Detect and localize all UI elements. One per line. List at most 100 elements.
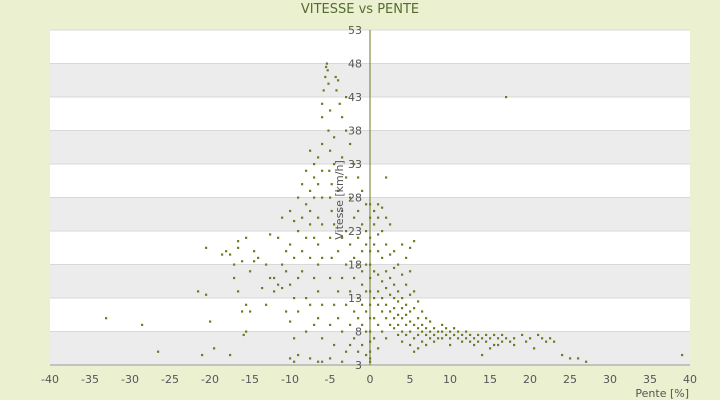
data-point xyxy=(337,317,340,320)
data-point xyxy=(397,263,400,266)
data-point xyxy=(405,303,408,306)
data-point xyxy=(301,250,304,253)
data-point xyxy=(369,357,372,360)
data-point xyxy=(293,256,296,259)
data-point xyxy=(477,340,480,343)
data-point xyxy=(365,290,368,293)
data-point xyxy=(330,183,333,186)
data-point xyxy=(429,320,432,323)
y-tick-label: 18 xyxy=(348,259,362,272)
data-point xyxy=(385,270,388,273)
data-point xyxy=(257,256,260,259)
y-tick-label: 48 xyxy=(348,58,362,71)
data-point xyxy=(393,327,396,330)
data-point xyxy=(365,263,368,266)
data-point xyxy=(328,169,331,172)
data-point xyxy=(373,270,376,273)
data-point xyxy=(349,290,352,293)
data-point xyxy=(333,343,336,347)
x-tick-label: 20 xyxy=(523,373,537,386)
data-point xyxy=(389,276,392,280)
data-point xyxy=(513,337,516,340)
data-point xyxy=(237,290,240,293)
data-point xyxy=(329,236,332,239)
data-point xyxy=(329,149,332,152)
data-point xyxy=(393,266,396,270)
data-point xyxy=(357,236,360,239)
data-point xyxy=(341,330,344,333)
data-point xyxy=(365,310,368,313)
data-point xyxy=(453,327,456,330)
data-point xyxy=(221,253,224,256)
data-point xyxy=(481,337,484,340)
data-point xyxy=(409,293,412,296)
data-point xyxy=(317,216,320,219)
data-point xyxy=(453,333,456,337)
data-point xyxy=(313,276,316,280)
data-point xyxy=(357,209,360,213)
data-point xyxy=(297,196,300,199)
x-tick-label: 15 xyxy=(483,373,497,386)
data-point xyxy=(369,263,372,266)
data-point xyxy=(505,96,508,99)
x-tick-label: -20 xyxy=(201,373,219,386)
data-point xyxy=(261,286,264,290)
data-point xyxy=(325,62,328,65)
data-point xyxy=(321,116,324,119)
x-tick-label: 40 xyxy=(683,373,697,386)
y-tick-label: 13 xyxy=(348,292,362,305)
data-point xyxy=(289,209,292,213)
data-point xyxy=(305,297,308,300)
data-point xyxy=(409,330,412,333)
data-point xyxy=(321,196,324,199)
data-point xyxy=(361,283,364,286)
data-point xyxy=(237,240,240,243)
data-point xyxy=(285,250,288,253)
data-point xyxy=(233,263,236,266)
data-point xyxy=(233,276,236,280)
data-point xyxy=(405,256,408,259)
data-point xyxy=(357,297,360,300)
data-point xyxy=(301,270,304,273)
x-tick-label: 35 xyxy=(643,373,657,386)
data-point xyxy=(321,142,324,146)
x-tick-label: -5 xyxy=(325,373,336,386)
data-point xyxy=(357,317,360,320)
data-point xyxy=(481,353,484,357)
data-point xyxy=(433,327,436,330)
data-point xyxy=(353,310,356,313)
data-point xyxy=(437,337,440,340)
data-point xyxy=(241,260,244,263)
data-point xyxy=(297,353,300,357)
data-point xyxy=(385,317,388,320)
data-point xyxy=(469,333,472,337)
data-point xyxy=(377,273,380,276)
data-point xyxy=(330,256,333,259)
data-point xyxy=(361,303,364,306)
data-point xyxy=(281,263,284,266)
data-point xyxy=(313,236,316,239)
y-tick-label: 8 xyxy=(355,326,362,339)
data-point xyxy=(309,189,312,192)
data-point xyxy=(329,196,332,199)
data-point xyxy=(369,350,372,353)
data-point xyxy=(405,333,408,337)
data-point xyxy=(327,129,330,132)
data-point xyxy=(105,317,108,320)
x-tick-label: -35 xyxy=(81,373,99,386)
data-point xyxy=(541,337,544,340)
data-point xyxy=(433,340,436,343)
data-point xyxy=(361,270,364,273)
data-point xyxy=(330,209,333,213)
data-point xyxy=(421,310,424,313)
data-point xyxy=(245,236,248,239)
data-point xyxy=(277,236,280,239)
data-point xyxy=(269,276,272,280)
data-point xyxy=(389,253,392,256)
data-point xyxy=(341,116,344,119)
data-point xyxy=(237,246,240,249)
data-point xyxy=(201,353,204,357)
data-point xyxy=(373,317,376,320)
data-point xyxy=(321,360,324,363)
data-point xyxy=(385,337,388,340)
